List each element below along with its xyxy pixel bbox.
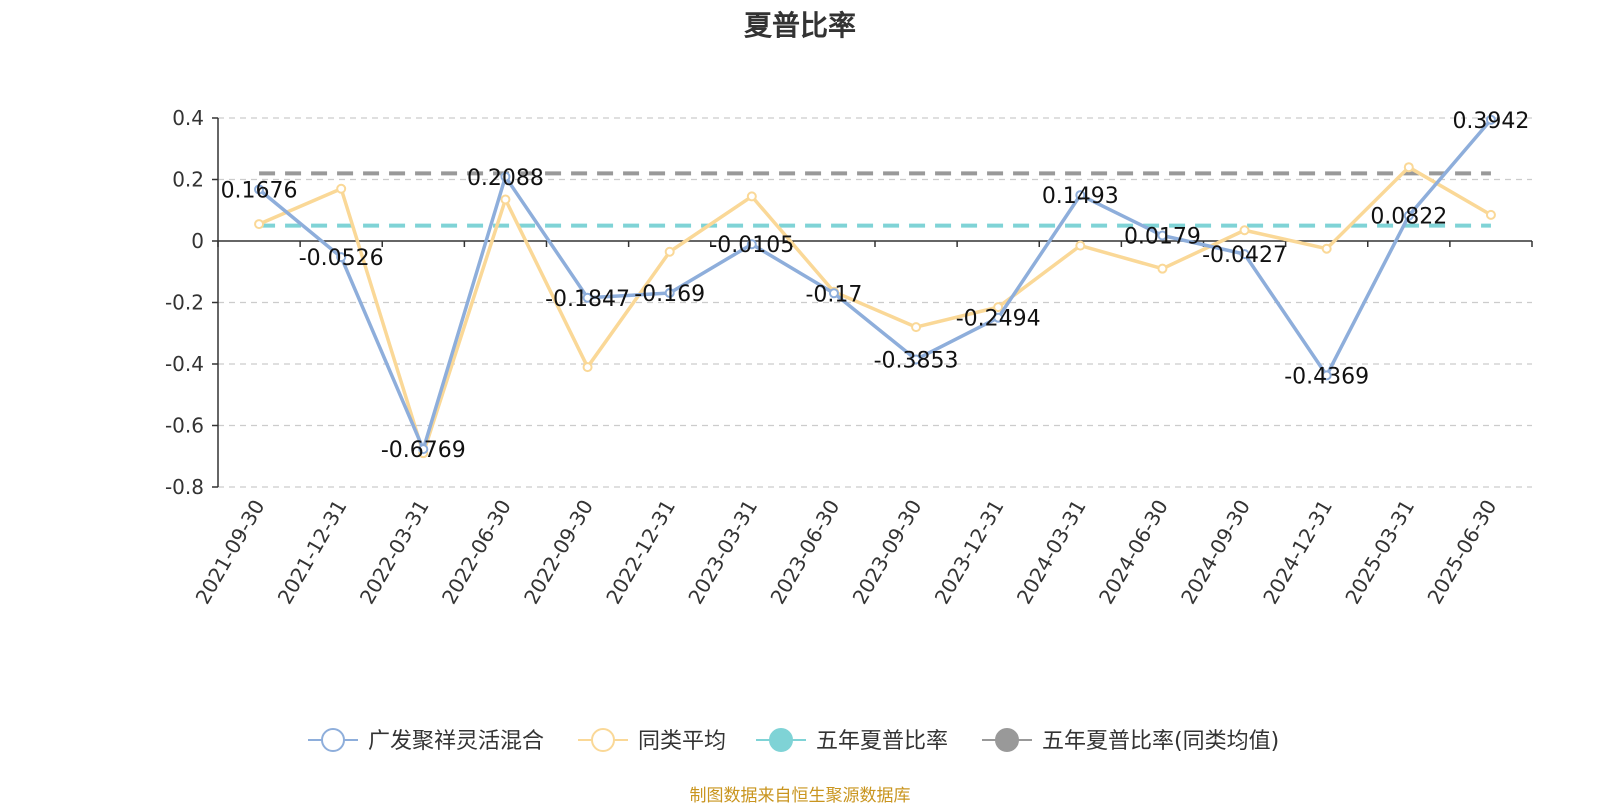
y-tick-label: -0.6 (165, 414, 204, 438)
data-label: 0.3942 (1452, 109, 1529, 134)
data-point (418, 444, 429, 455)
series-lines (254, 114, 1496, 459)
data-point (746, 239, 757, 250)
data-label: 0.0179 (1124, 224, 1201, 249)
grid-lines (218, 117, 1532, 488)
data-label: -0.2494 (956, 307, 1041, 332)
data-point (664, 287, 675, 298)
legend: 广发聚祥灵活混合 同类平均 五年夏普比率 五年夏普比率(同类均值) (308, 728, 1279, 754)
data-point (828, 288, 839, 299)
x-tick-label: 2022-06-30 (437, 496, 516, 609)
data-point (1239, 249, 1250, 260)
x-tick-label: 2024-06-30 (1094, 496, 1173, 609)
x-tick-label: 2022-12-31 (601, 496, 680, 609)
data-point (664, 246, 675, 257)
data-label: -0.0105 (709, 233, 794, 258)
data-label: 0.0822 (1370, 205, 1447, 230)
legend-label: 五年夏普比率(同类均值) (1042, 729, 1279, 754)
x-tick-label: 2022-09-30 (519, 496, 598, 609)
source-note: 制图数据来自恒生聚源数据库 (689, 786, 911, 806)
data-point (500, 171, 511, 182)
data-label: 0.2088 (467, 166, 544, 191)
legend-label: 广发聚祥灵活混合 (368, 729, 544, 754)
legend-item[interactable]: 同类平均 (578, 728, 726, 754)
y-tick-label: -0.8 (165, 475, 204, 499)
data-point (582, 292, 593, 303)
data-point (1485, 209, 1496, 220)
x-tick-label: 2024-09-30 (1176, 496, 1255, 609)
data-point (993, 312, 1004, 323)
x-tick-label: 2023-03-31 (683, 496, 762, 609)
series-line (258, 165, 1492, 455)
y-tick-label: -0.4 (165, 352, 204, 376)
legend-marker (321, 728, 345, 752)
x-tick-label: 2023-06-30 (765, 496, 844, 609)
data-point (1321, 370, 1332, 381)
data-point (1157, 230, 1168, 241)
data-point (1157, 263, 1168, 274)
legend-item[interactable]: 广发聚祥灵活混合 (308, 728, 544, 754)
x-tick-label: 2025-06-30 (1422, 496, 1501, 609)
data-point (1321, 243, 1332, 254)
data-point (1485, 114, 1496, 125)
x-tick-label: 2023-12-31 (930, 496, 1009, 609)
data-label: -0.0427 (1202, 243, 1287, 268)
data-label: -0.17 (805, 282, 862, 307)
x-tick-label: 2021-12-31 (273, 496, 352, 609)
data-label: -0.4369 (1284, 364, 1369, 389)
data-point (911, 322, 922, 333)
data-point (500, 194, 511, 205)
data-label: -0.1847 (545, 287, 630, 312)
y-tick-label: 0.4 (172, 106, 204, 130)
x-tick-label: 2021-09-30 (190, 496, 269, 609)
data-point (336, 183, 347, 194)
data-point (746, 191, 757, 202)
y-tick-label: 0 (191, 229, 204, 253)
x-tick-label: 2024-12-31 (1258, 496, 1337, 609)
legend-label: 同类平均 (638, 729, 726, 754)
data-point (336, 252, 347, 263)
legend-marker (591, 728, 615, 752)
series-line (257, 118, 1493, 451)
data-label: 0.1493 (1042, 184, 1119, 209)
data-point (1403, 162, 1414, 173)
legend-item[interactable]: 五年夏普比率 (756, 728, 948, 754)
y-tick-label: 0.2 (172, 168, 204, 192)
data-label: -0.3853 (874, 348, 959, 373)
x-tick-label: 2022-03-31 (355, 496, 434, 609)
data-point (582, 362, 593, 373)
data-point (1075, 190, 1086, 201)
data-point (993, 302, 1004, 313)
legend-item[interactable]: 五年夏普比率(同类均值) (982, 728, 1279, 754)
data-label: 0.1676 (221, 178, 298, 203)
data-point (1075, 240, 1086, 251)
x-tick-label: 2024-03-31 (1012, 496, 1091, 609)
legend-marker (995, 728, 1019, 752)
x-tick-label: 2025-03-31 (1340, 496, 1419, 609)
y-tick-label: -0.2 (165, 291, 204, 315)
data-point (254, 184, 265, 195)
x-tick-label: 2023-09-30 (847, 496, 926, 609)
data-point (1403, 210, 1414, 221)
data-point (1239, 225, 1250, 236)
data-label: -0.0526 (299, 246, 384, 271)
chart-title: 夏普比率 (743, 9, 856, 42)
reference-lines (259, 171, 1491, 228)
legend-label: 五年夏普比率 (816, 729, 948, 754)
legend-marker (769, 728, 793, 752)
data-point (254, 219, 265, 230)
data-label: -0.169 (634, 282, 705, 307)
data-point (911, 354, 922, 365)
data-label: -0.6769 (381, 438, 466, 463)
